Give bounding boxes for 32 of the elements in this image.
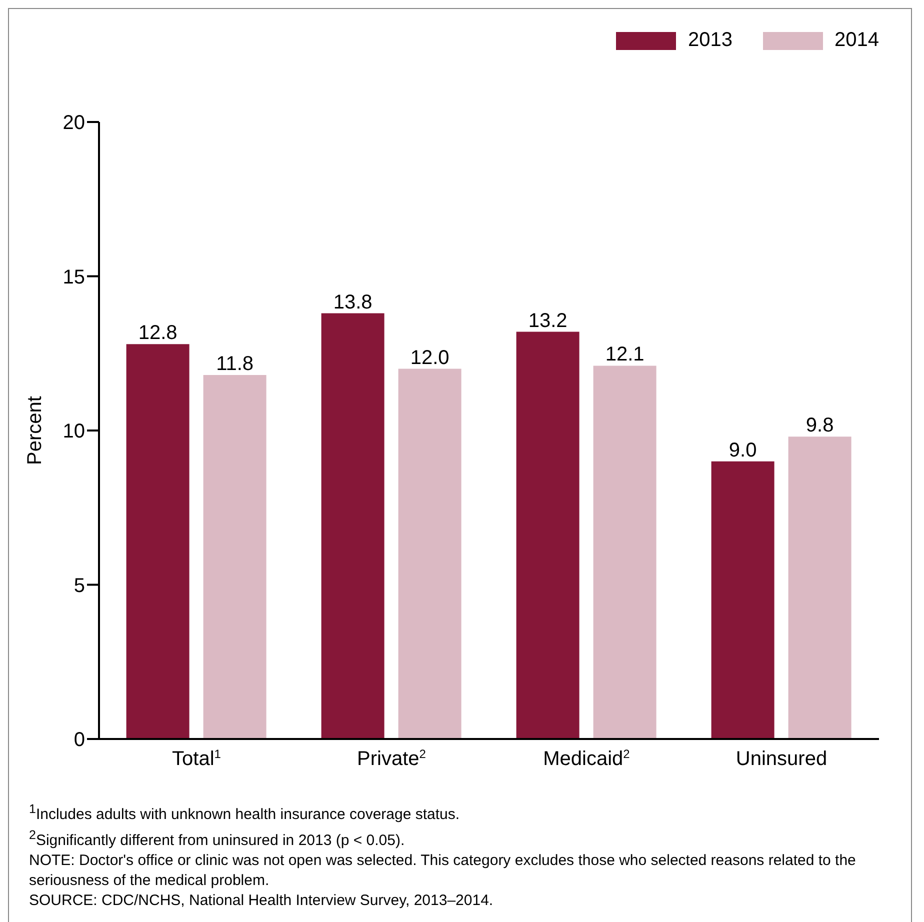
x-tick-label: Private$^{2}$ xyxy=(357,747,426,770)
y-tick-label: 10 xyxy=(62,420,85,443)
legend-label: 2013 xyxy=(687,29,732,52)
data-label: 12.0 xyxy=(410,346,450,369)
data-label: 11.8 xyxy=(216,352,254,375)
bar xyxy=(516,332,580,739)
source-note: SOURCE: CDC/NCHS, National Health Interview Survey, 2013–2014. xyxy=(29,891,494,911)
y-tick-label: 5 xyxy=(74,574,85,597)
bar xyxy=(593,366,656,739)
data-label: 9.0 xyxy=(728,439,757,462)
y-axis-title: Percent xyxy=(24,396,46,465)
x-tick-label: Uninsured xyxy=(736,748,828,770)
bar xyxy=(203,374,266,739)
text: $^{1}$Includes adults with unknown health insurance coverage status. xyxy=(29,801,461,825)
data-label: 9.8 xyxy=(806,414,834,437)
bar xyxy=(126,344,190,739)
text: NOTE: Doctor's office or clinic was not open was selected. This category excludes those who selected reasons related to the seriousness of the medical problem. xyxy=(29,851,857,891)
data-label: 12.1 xyxy=(605,344,644,366)
legend-label: 2014 xyxy=(834,29,879,52)
data-label: 12.8 xyxy=(138,322,178,344)
data-label: 13.2 xyxy=(528,310,568,332)
y-tick-label: 0 xyxy=(74,729,85,752)
y-tick-label: 20 xyxy=(62,112,85,134)
bar xyxy=(788,436,852,739)
y-tick-label: 15 xyxy=(62,266,85,288)
bar xyxy=(398,368,462,739)
x-tick-label: Total$^{1}$ xyxy=(172,747,222,770)
text: $^{2}$Significantly different from uninsured in 2013 (p < 0.05). xyxy=(29,827,406,851)
bar xyxy=(711,461,774,739)
data-label: 13.8 xyxy=(333,291,372,314)
bar xyxy=(321,313,384,739)
x-tick-label: Medicaid$^{2}$ xyxy=(543,747,630,770)
